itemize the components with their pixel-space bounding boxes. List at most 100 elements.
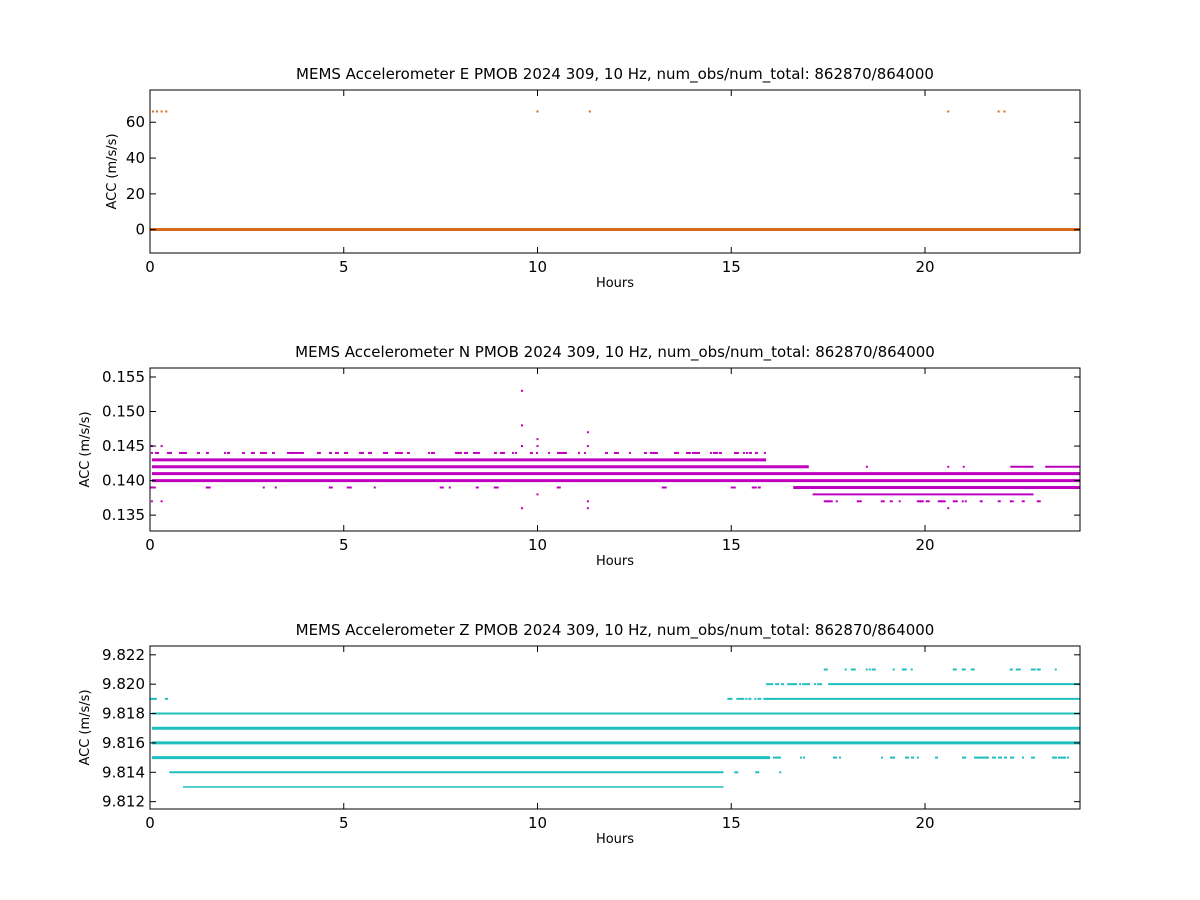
n-sparse-dash-2-20 — [1036, 500, 1041, 503]
subplot-n: 0 5 10 15 20 0.135 0.140 0.145 0.150 0.155 MEMS A… — [78, 343, 1081, 569]
n-sparse-dash-0-37 — [493, 451, 497, 454]
n-sparse-dash-0-53 — [643, 451, 647, 454]
z-sparse-dash-0-9 — [905, 756, 909, 759]
z-x-tick-label-0: 0 — [145, 814, 155, 832]
z-sparse-row-1 — [727, 697, 770, 700]
e-x-tick-label-2: 10 — [528, 258, 547, 276]
z-sparse-dash-4-1 — [755, 771, 760, 774]
z-sparse-dash-1-1 — [730, 697, 733, 700]
z-y-tick-label-4: 9.820 — [102, 675, 145, 693]
n-sparse-dash-0-55 — [652, 451, 658, 454]
z-sparse-dash-3-14 — [1030, 668, 1036, 671]
n-sparse-dash-0-8 — [226, 451, 230, 454]
z-sparse-dash-3-4 — [868, 668, 871, 671]
n-sparse-dash-0-65 — [745, 451, 748, 454]
n-sparse-dash-0-12 — [262, 451, 267, 454]
z-sparse-dash-3-2 — [850, 668, 856, 671]
z-sparse-dash-1-7 — [757, 697, 762, 700]
n-sparse-dash-0-67 — [754, 451, 758, 454]
e-x-axis-label: Hours — [596, 276, 634, 291]
e-data-point-7 — [997, 110, 1000, 113]
n-sparse-dash-1-0 — [205, 486, 211, 489]
n-data-point-0 — [521, 389, 523, 392]
n-y-tick-label-4: 0.155 — [102, 368, 145, 386]
e-x-tick-label-0: 0 — [145, 258, 155, 276]
n-sparse-dash-0-54 — [649, 451, 655, 454]
z-sparse-dash-0-0 — [773, 756, 778, 759]
n-data-point-5 — [536, 445, 539, 448]
n-sparse-dash-0-66 — [748, 451, 752, 454]
z-sparse-dash-2-6 — [793, 683, 798, 686]
n-sparse-dash-2-14 — [961, 500, 964, 503]
n-sparse-dash-3-1 — [945, 472, 949, 475]
n-sparse-dash-0-41 — [514, 451, 517, 454]
n-data-point-14 — [150, 500, 153, 503]
n-sparse-dash-1-3 — [328, 486, 333, 489]
n-data-point-19 — [962, 465, 965, 468]
n-sparse-dash-0-28 — [397, 451, 403, 454]
n-sparse-dash-0-7 — [223, 451, 226, 454]
z-sparse-dash-1-3 — [739, 697, 745, 700]
n-sparse-dash-1-9 — [493, 486, 499, 489]
n-sparse-dash-0-40 — [511, 451, 514, 454]
n-sparse-dash-3-3 — [975, 472, 980, 475]
z-sparse-dash-1-10 — [769, 697, 770, 700]
n-sparse-dash-1-5 — [373, 486, 376, 489]
n-sparse-dash-3-0 — [840, 472, 846, 475]
n-data-point-3 — [521, 507, 523, 510]
z-sparse-dash-0-15 — [977, 756, 982, 759]
z-plot-marks — [150, 668, 1080, 788]
n-sparse-dash-0-30 — [427, 451, 430, 454]
z-sparse-dash-1-2 — [736, 697, 740, 700]
n-sparse-dash-1-11 — [661, 486, 667, 489]
n-sparse-row-1 — [205, 486, 761, 489]
n-sparse-dash-0-34 — [463, 451, 468, 454]
e-chart-title: MEMS Accelerometer E PMOB 2024 309, 10 H… — [296, 65, 934, 84]
z-sparse-dash-0-10 — [911, 756, 914, 759]
e-data-point-0 — [152, 110, 155, 113]
n-sparse-dash-0-64 — [742, 451, 745, 454]
n-sparse-dash-1-10 — [556, 486, 561, 489]
z-sparse-dash-2-5 — [790, 683, 795, 686]
n-sparse-dash-3-2 — [957, 472, 962, 475]
n-sparse-dash-0-19 — [316, 451, 321, 454]
z-sparse-dash-0-29 — [1064, 756, 1066, 759]
z-sparse-dash-1-4 — [745, 697, 748, 700]
n-sparse-dash-2-3 — [835, 500, 838, 503]
e-x-tick-label-1: 5 — [339, 258, 349, 276]
z-sparse-dash-1-6 — [754, 697, 757, 700]
z-ticks: 0 5 10 15 20 9.812 9.814 9.816 9.818 9.820 9.822 — [102, 646, 1080, 832]
n-sparse-dash-2-19 — [1021, 500, 1025, 503]
n-x-tick-label-3: 15 — [722, 536, 741, 554]
z-y-tick-label-3: 9.818 — [102, 705, 145, 723]
z-sparse-dash-3-8 — [910, 668, 913, 671]
z-sparse-dash-0-21 — [1004, 756, 1007, 759]
z-sparse-dash-5-0 — [150, 697, 154, 700]
n-sparse-dash-0-48 — [577, 451, 580, 454]
n-sparse-dash-0-20 — [328, 451, 332, 454]
n-sparse-dash-0-45 — [556, 451, 561, 454]
n-sparse-dash-2-4 — [856, 500, 862, 503]
n-sparse-dash-0-26 — [385, 451, 388, 454]
z-sparse-dash-0-8 — [893, 756, 895, 759]
z-chart-title: MEMS Accelerometer Z PMOB 2024 309, 10 H… — [296, 621, 935, 640]
n-y-tick-label-1: 0.140 — [102, 472, 145, 490]
n-x-axis-label: Hours — [596, 554, 634, 569]
z-sparse-dash-3-12 — [1009, 668, 1013, 671]
z-sparse-dash-2-10 — [814, 683, 817, 686]
n-sparse-dash-2-6 — [889, 500, 893, 503]
z-sparse-dash-2-1 — [769, 683, 774, 686]
e-ticks: 0 5 10 15 20 0 20 40 60 — [126, 90, 1080, 276]
n-sparse-dash-0-29 — [406, 451, 410, 454]
z-sparse-dash-0-16 — [980, 756, 983, 759]
n-data-point-16 — [947, 507, 950, 510]
z-sparse-dash-3-1 — [844, 668, 847, 671]
z-sparse-dash-2-7 — [799, 683, 802, 686]
n-sparse-row-2 — [823, 500, 1041, 503]
n-axes-frame — [149, 367, 1081, 532]
n-sparse-dash-0-47 — [562, 451, 567, 454]
z-sparse-dash-2-0 — [766, 683, 770, 686]
z-sparse-dash-0-26 — [1055, 756, 1057, 759]
z-sparse-dash-0-1 — [776, 756, 781, 759]
